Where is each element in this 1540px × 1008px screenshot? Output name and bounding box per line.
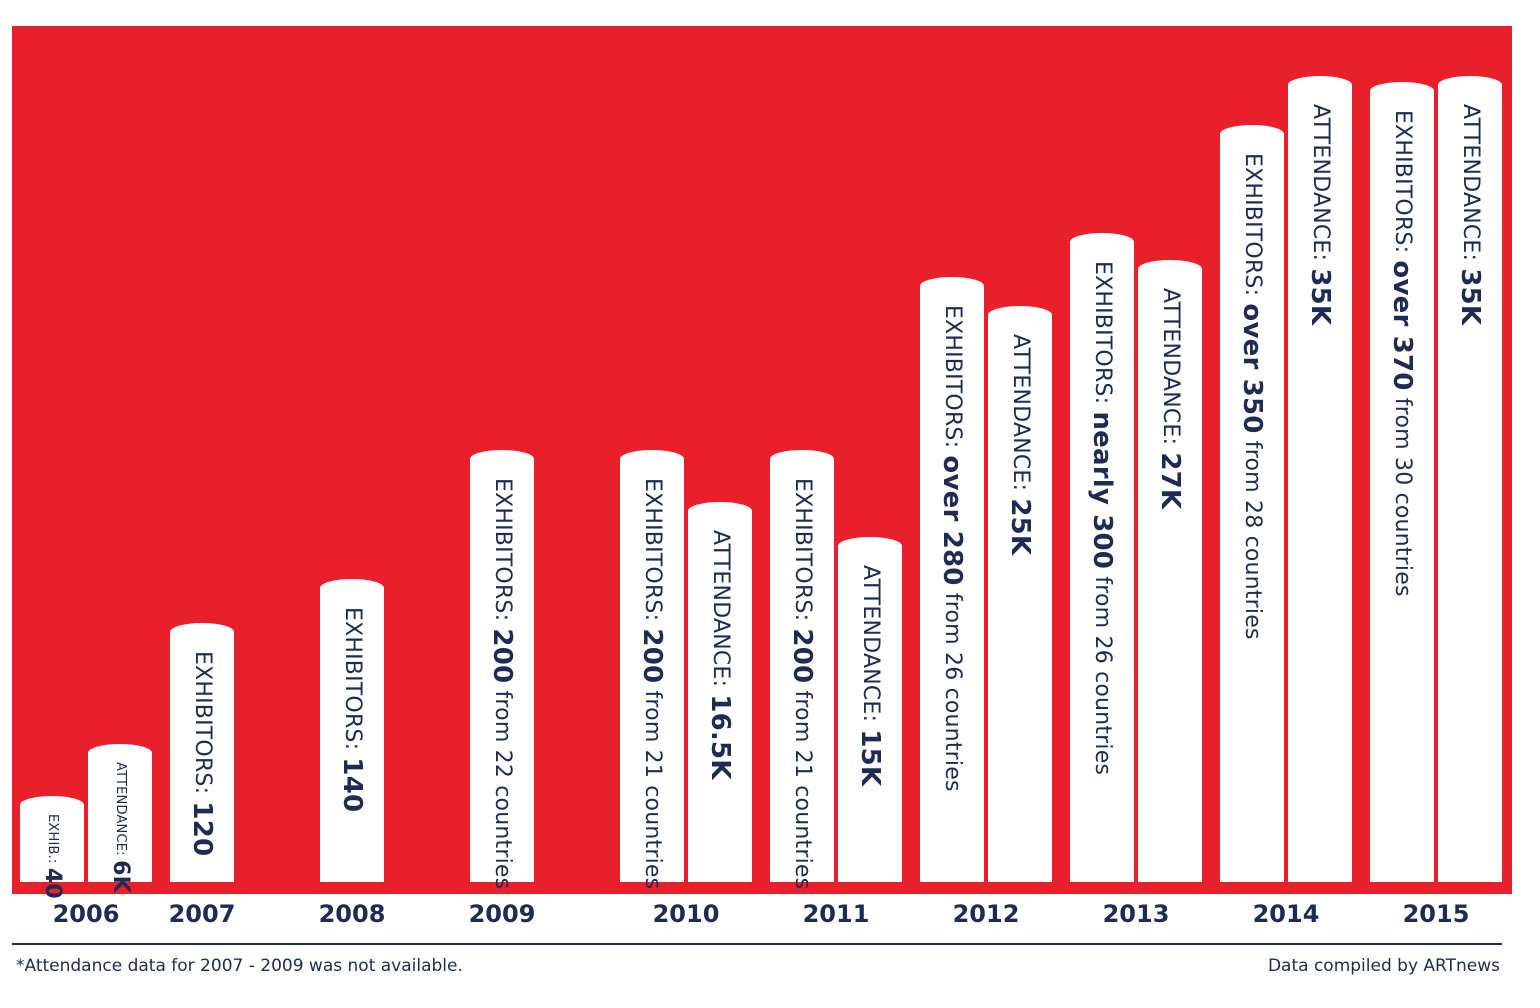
bar-label-prefix: EXHIB.: bbox=[45, 813, 60, 868]
x-tick-label: 2011 bbox=[802, 900, 870, 928]
bar-label: ATTENDANCE: 15K bbox=[855, 564, 885, 786]
bar-2007-exhibitors: EXHIBITORS: 120 bbox=[170, 622, 234, 882]
bar-label-prefix: ATTENDANCE: bbox=[1308, 104, 1333, 269]
bar-2015-exhibitors: EXHIBITORS: over 370 from 30 countries bbox=[1370, 82, 1434, 882]
bar-2009-exhibitors: EXHIBITORS: 200 from 22 countries bbox=[470, 449, 534, 889]
x-tick-label: 2012 bbox=[952, 900, 1020, 928]
bar-label-suffix: from 28 countries bbox=[1240, 433, 1265, 640]
bar-label: ATTENDANCE: 6K bbox=[108, 761, 133, 893]
x-tick-label: 2006 bbox=[52, 900, 120, 928]
bar-label-prefix: EXHIBITORS: bbox=[1240, 153, 1265, 304]
x-tick-label: 2009 bbox=[468, 900, 536, 928]
footnote: *Attendance data for 2007 - 2009 was not… bbox=[16, 956, 463, 976]
bar-2012-attendance: ATTENDANCE: 25K bbox=[988, 306, 1052, 882]
bar-label-prefix: EXHIBITORS: bbox=[1090, 261, 1115, 412]
bar-label-value: over 280 bbox=[937, 455, 967, 586]
bar-label-value: over 370 bbox=[1387, 260, 1417, 391]
bar-label-value: 200 bbox=[487, 627, 517, 683]
x-tick-label: 2014 bbox=[1252, 900, 1320, 928]
bar-label: EXHIBITORS: over 370 from 30 countries bbox=[1387, 110, 1417, 597]
bar-label: EXHIB.: 40 bbox=[40, 813, 65, 899]
bar-label-prefix: ATTENDANCE: bbox=[1458, 104, 1483, 269]
bar-label-suffix: from 21 countries bbox=[640, 682, 665, 889]
bar-2006-exhibitors: EXHIB.: 40 bbox=[20, 795, 84, 898]
bar-2008-exhibitors: EXHIBITORS: 140 bbox=[320, 579, 384, 882]
bar-label-prefix: EXHIBITORS: bbox=[340, 607, 365, 758]
bar-label-value: 35K bbox=[1455, 268, 1485, 326]
bar-label: ATTENDANCE: 25K bbox=[1005, 334, 1035, 556]
bar-label-prefix: EXHIBITORS: bbox=[640, 477, 665, 628]
bar-2011-exhibitors: EXHIBITORS: 200 from 21 countries bbox=[770, 449, 834, 889]
bar-label-suffix: from 30 countries bbox=[1390, 390, 1415, 597]
bar-2012-exhibitors: EXHIBITORS: over 280 from 26 countries bbox=[920, 276, 984, 882]
bar-2014-exhibitors: EXHIBITORS: over 350 from 28 countries bbox=[1220, 125, 1284, 882]
bar-label: EXHIBITORS: nearly 300 from 26 countries bbox=[1087, 261, 1117, 776]
x-tick-label: 2010 bbox=[652, 900, 720, 928]
bar-label-value: 6K bbox=[108, 859, 133, 893]
bar-label-prefix: EXHIBITORS: bbox=[790, 477, 815, 628]
bar-label-prefix: EXHIBITORS: bbox=[940, 304, 965, 455]
bar-2010-attendance: ATTENDANCE: 16.5K bbox=[688, 502, 752, 882]
bar-label-suffix: from 22 countries bbox=[490, 682, 515, 889]
credit: Data compiled by ARTnews bbox=[1267, 956, 1500, 976]
bar-label-prefix: ATTENDANCE: bbox=[858, 564, 883, 729]
bar-label-value: 40 bbox=[40, 867, 65, 899]
bar-2011-attendance: ATTENDANCE: 15K bbox=[838, 536, 902, 882]
bar-label-value: 140 bbox=[337, 757, 367, 813]
x-tick-label: 2015 bbox=[1402, 900, 1470, 928]
bar-2015-attendance: ATTENDANCE: 35K bbox=[1438, 76, 1502, 882]
bar-label-prefix: EXHIBITORS: bbox=[1390, 110, 1415, 261]
bar-label: EXHIBITORS: over 280 from 26 countries bbox=[937, 304, 967, 792]
bar-label-prefix: ATTENDANCE: bbox=[708, 530, 733, 695]
bar-label: EXHIBITORS: 140 bbox=[337, 607, 367, 813]
bar-label-prefix: EXHIBITORS: bbox=[490, 477, 515, 628]
bar-label-suffix: from 26 countries bbox=[940, 585, 965, 792]
bar-label: ATTENDANCE: 27K bbox=[1155, 288, 1185, 510]
bar-label-value: 16.5K bbox=[705, 694, 735, 780]
bar-label-value: 27K bbox=[1155, 452, 1185, 510]
bar-2013-exhibitors: EXHIBITORS: nearly 300 from 26 countries bbox=[1070, 233, 1134, 882]
bar-2014-attendance: ATTENDANCE: 35K bbox=[1288, 76, 1352, 882]
bar-label-value: 120 bbox=[187, 800, 217, 856]
bar-2010-exhibitors: EXHIBITORS: 200 from 21 countries bbox=[620, 449, 684, 889]
bar-label-prefix: ATTENDANCE: bbox=[1158, 288, 1183, 453]
bar-label: ATTENDANCE: 16.5K bbox=[705, 530, 735, 780]
bar-label-prefix: ATTENDANCE: bbox=[113, 761, 128, 860]
bar-label-suffix: from 21 countries bbox=[790, 682, 815, 889]
bar-2006-attendance: ATTENDANCE: 6K bbox=[88, 743, 152, 893]
chart-panel: EXHIB.: 40 ATTENDANCE: 6K EXHIBITORS: 120 E… bbox=[12, 26, 1512, 898]
bar-label: EXHIBITORS: 200 from 21 countries bbox=[637, 477, 667, 889]
bar-label: ATTENDANCE: 35K bbox=[1455, 104, 1485, 326]
bar-label-value: nearly 300 bbox=[1087, 411, 1117, 570]
bar-label-value: 15K bbox=[855, 728, 885, 786]
bar-label-suffix: from 26 countries bbox=[1090, 569, 1115, 776]
bar-label: EXHIBITORS: 200 from 22 countries bbox=[487, 477, 517, 889]
bar-label-value: 25K bbox=[1005, 498, 1035, 556]
bar-label: EXHIBITORS: 120 bbox=[187, 650, 217, 856]
bar-label: EXHIBITORS: 200 from 21 countries bbox=[787, 477, 817, 889]
x-tick-label: 2008 bbox=[318, 900, 386, 928]
bar-label-prefix: ATTENDANCE: bbox=[1008, 334, 1033, 499]
footer-rule bbox=[12, 943, 1502, 945]
bar-label-value: over 350 bbox=[1237, 303, 1267, 434]
x-tick-label: 2013 bbox=[1102, 900, 1170, 928]
x-tick-label: 2007 bbox=[168, 900, 236, 928]
bar-label-value: 35K bbox=[1305, 268, 1335, 326]
bar-label-value: 200 bbox=[787, 627, 817, 683]
bar-label: ATTENDANCE: 35K bbox=[1305, 104, 1335, 326]
bar-2013-attendance: ATTENDANCE: 27K bbox=[1138, 260, 1202, 882]
bar-label-value: 200 bbox=[637, 627, 667, 683]
bar-label: EXHIBITORS: over 350 from 28 countries bbox=[1237, 153, 1267, 640]
bar-label-prefix: EXHIBITORS: bbox=[190, 650, 215, 801]
